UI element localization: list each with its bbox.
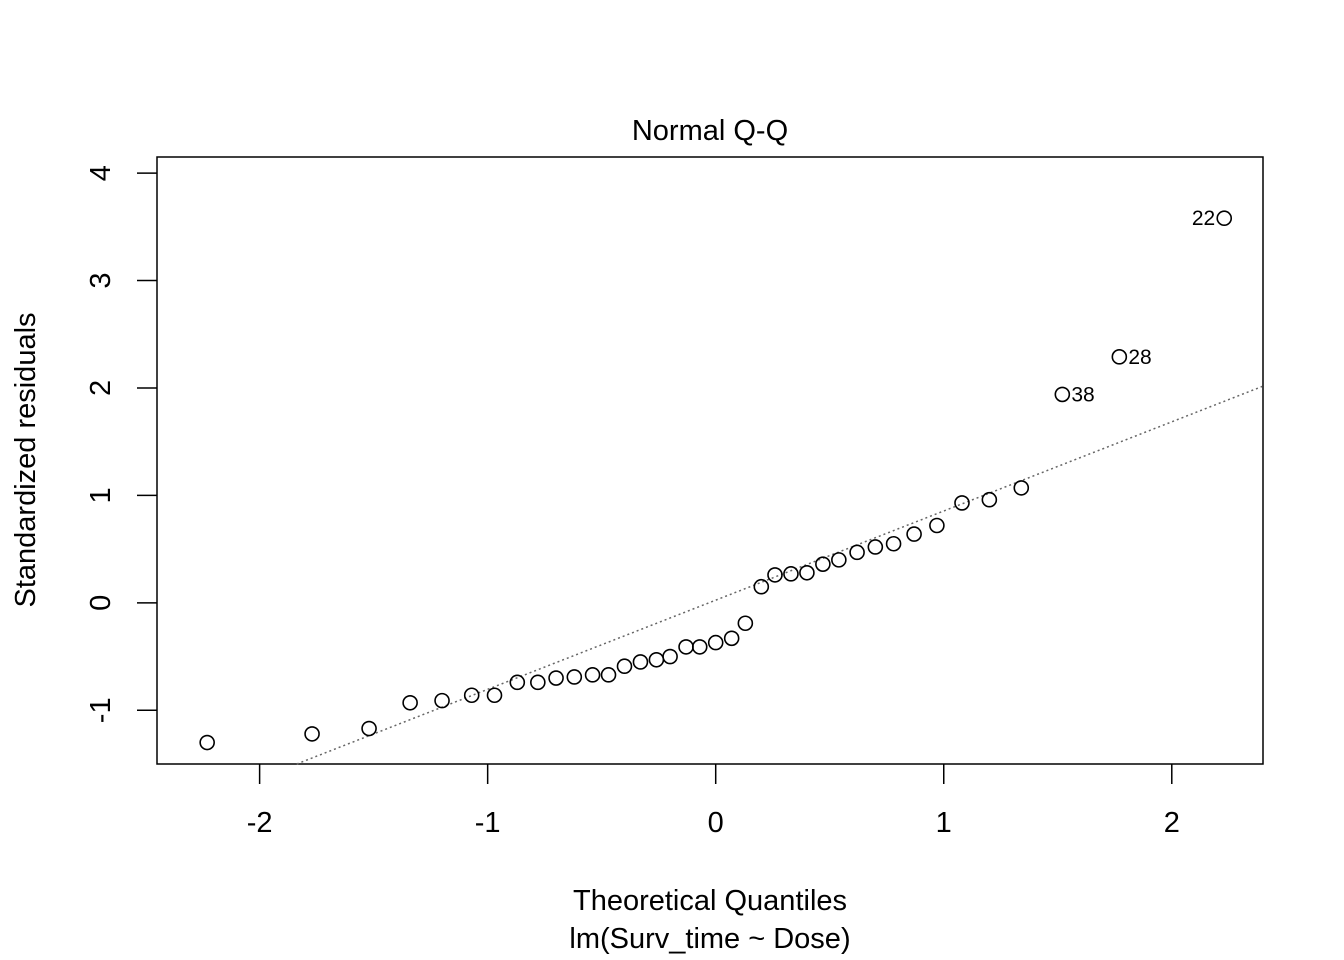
x-tick-label: -1 [475,807,501,839]
y-axis-label: Standardized residuals [10,312,42,607]
data-point [486,687,503,704]
data-point [783,566,799,582]
y-tick-label: 0 [85,595,117,611]
y-tick-label: 1 [85,487,117,503]
data-point [616,658,633,675]
data-point [1111,349,1128,365]
x-tick-label: -2 [247,807,273,839]
data-point [815,556,831,572]
y-tick-label: 2 [85,380,117,396]
data-point [584,667,601,683]
data-point [753,578,770,595]
data-point [402,694,418,711]
data-point [767,567,783,583]
data-point [849,544,865,561]
data-point [737,615,754,632]
data-point [566,669,583,685]
data-point [1013,480,1030,496]
point-label: 28 [1128,346,1151,369]
y-tick-label: 3 [85,272,117,288]
data-point [662,648,678,665]
data-point [600,667,617,683]
y-tick-label: -1 [85,697,117,723]
data-point [678,639,694,655]
x-tick-label: 1 [936,807,952,839]
model-formula-label: lm(Surv_time ~ Dose) [569,923,850,955]
data-point [548,670,564,686]
data-point [707,634,724,651]
data-point [463,687,480,704]
data-point [199,734,215,751]
data-point [981,491,998,508]
data-point [648,651,665,668]
data-point [691,639,708,655]
points-group: 38 28 22 [199,207,1233,751]
x-tick-label: 0 [708,807,724,839]
x-axis: -2 -1 0 1 2 [247,764,1180,839]
data-point [1054,386,1071,403]
point-label: 22 [1192,207,1215,230]
data-point [831,552,847,568]
y-tick-label: 4 [85,165,117,181]
point-label: 38 [1071,383,1094,406]
data-point [954,495,970,511]
data-point [867,539,884,555]
data-point [799,564,815,581]
data-point [509,674,526,691]
data-point [929,517,945,534]
data-point [434,692,450,709]
data-point [361,720,377,737]
data-point [304,726,320,742]
data-point [632,654,649,670]
data-point [723,630,740,647]
x-axis-label: Theoretical Quantiles [573,885,847,917]
data-point [885,535,902,552]
plot-frame [156,156,1264,765]
chart-title: Normal Q-Q [632,115,788,147]
data-point [530,674,546,691]
x-tick-label: 2 [1164,807,1180,839]
y-axis: -1 0 1 2 3 4 [85,165,157,723]
data-point [906,526,922,542]
data-point [1216,210,1233,227]
